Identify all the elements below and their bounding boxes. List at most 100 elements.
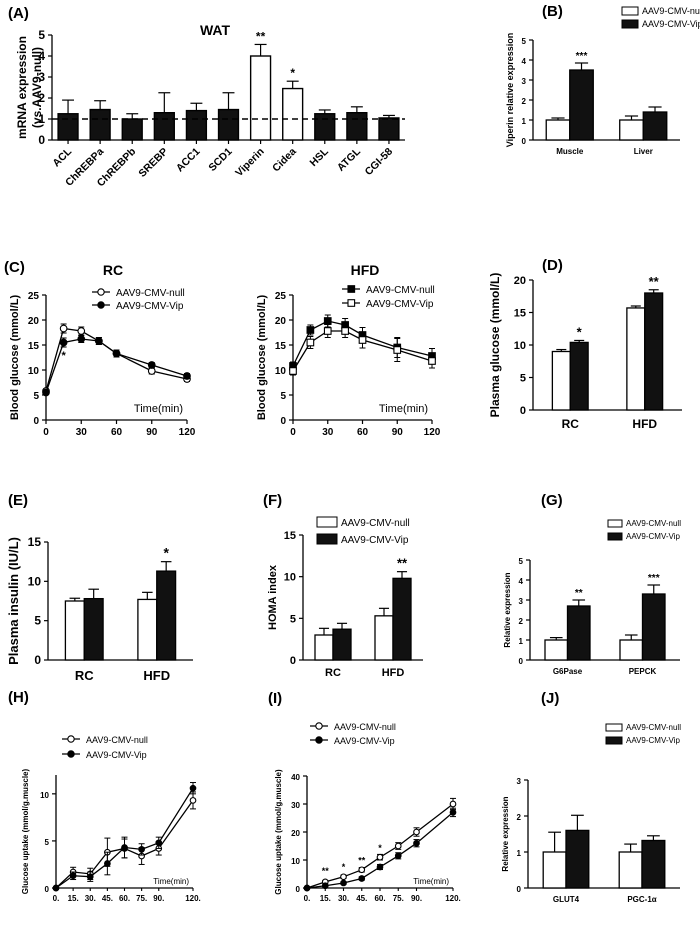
y-tick-label: 40 (291, 773, 300, 782)
y-tick-label: 5 (33, 391, 39, 402)
bar (378, 117, 400, 141)
significance-mark: * (342, 862, 346, 872)
legend-label-null: AAV9-CMV-null (86, 735, 148, 745)
data-point (449, 800, 457, 808)
data-point (112, 349, 121, 358)
data-point (376, 863, 384, 871)
legend-marker-vip (67, 750, 75, 758)
significance-mark: * (378, 843, 382, 853)
y-tick-label: 10 (275, 366, 287, 377)
x-tick-label: 120. (185, 894, 201, 903)
x-tick-label: 45. (356, 894, 367, 903)
x-tick-label: 30 (322, 427, 334, 438)
data-point (189, 784, 197, 792)
legend-swatch-null (607, 519, 623, 528)
data-point (341, 327, 349, 335)
data-point (104, 860, 111, 867)
y-tick-label: 1 (517, 849, 522, 858)
x-tick-label: Cidea (270, 146, 299, 175)
y-tick-label: 0 (520, 405, 526, 417)
y-tick-label: 0 (296, 885, 301, 894)
x-tick-label: 15. (68, 894, 79, 903)
legend-swatch-null (621, 6, 639, 16)
bar (89, 108, 111, 141)
bar (137, 598, 158, 661)
legend-swatch-vip (316, 533, 338, 545)
bar (569, 341, 589, 411)
bar (314, 113, 336, 141)
data-point (155, 839, 163, 847)
data-point (321, 882, 329, 890)
data-point (121, 844, 128, 851)
y-tick-label: 1 (38, 112, 45, 126)
y-tick-label: 10 (291, 857, 300, 866)
x-tick-label: 60. (374, 894, 385, 903)
y-tick-label: 15 (28, 341, 40, 352)
x-tick-label: 60. (119, 894, 130, 903)
legend-swatch-vip (605, 736, 623, 745)
x-tick-label: 45. (102, 894, 113, 903)
bar (282, 87, 304, 141)
chart-title: WAT (200, 22, 231, 38)
x-axis-label: Time(min) (134, 403, 183, 415)
y-tick-label: 10 (28, 574, 42, 588)
panel-label: (G) (541, 492, 563, 509)
significance-mark: * (163, 545, 169, 561)
y-tick-label: 4 (519, 577, 524, 586)
y-tick-label: 0 (290, 655, 296, 667)
significance-mark: *** (648, 573, 660, 584)
x-tick-label: HFD (382, 667, 405, 679)
legend-label-vip: AAV9-CMV-Vip (366, 299, 434, 310)
legend-marker-null (97, 288, 105, 296)
x-tick-label: 0 (43, 427, 49, 438)
legend-label-vip: AAV9-CMV-Vip (334, 736, 395, 746)
x-tick-label: 75. (393, 894, 404, 903)
x-tick-label: CGI-58 (363, 146, 396, 179)
bar (644, 292, 664, 411)
legend-label-vip: AAV9-CMV-Vip (86, 750, 147, 760)
data-point (183, 372, 191, 380)
y-tick-label: 20 (514, 275, 526, 287)
x-tick-label: RC (75, 668, 94, 683)
data-point (59, 338, 68, 347)
data-point (394, 842, 402, 850)
legend-swatch-vip (607, 532, 623, 541)
legend-swatch-vip (621, 19, 639, 29)
bar (619, 119, 644, 141)
bar (619, 639, 644, 661)
y-axis-label: Plasma insulin (IU/L) (6, 537, 21, 665)
legend-label-null: AAV9-CMV-null (341, 518, 410, 529)
bar (642, 111, 668, 141)
data-point (306, 326, 315, 334)
y-tick-label: 3 (38, 70, 45, 84)
significance-mark: ** (649, 274, 660, 289)
y-axis-label-line: (vs.AAV9-null) (30, 47, 44, 128)
x-tick-label: 90. (411, 894, 422, 903)
bar (566, 605, 591, 661)
significance-mark: ** (322, 866, 330, 876)
significance-mark: ** (397, 556, 408, 571)
legend-label-null: AAV9-CMV-null (334, 722, 396, 732)
y-tick-label: 2 (38, 91, 45, 105)
y-axis-label: Blood glucose (mmol/L) (256, 295, 268, 421)
y-tick-label: 4 (38, 49, 45, 63)
y-tick-label: 0 (38, 133, 45, 147)
data-point (340, 873, 347, 881)
bar (64, 600, 85, 661)
legend-label-null: AAV9-CMV-null (626, 519, 681, 528)
data-point (42, 388, 50, 397)
y-tick-label: 20 (28, 316, 40, 327)
y-axis-label: mRNA expression(vs.AAV9-null) (15, 36, 44, 139)
data-point (323, 327, 332, 335)
x-tick-label: 0. (53, 894, 60, 903)
y-tick-label: 5 (520, 373, 526, 385)
panel-label: (J) (541, 690, 559, 707)
x-tick-label: HSL (308, 145, 332, 169)
data-point (358, 875, 366, 882)
x-tick-label: 15. (320, 894, 331, 903)
y-tick-label: 3 (517, 777, 522, 786)
significance-mark: * (290, 66, 295, 80)
data-point (52, 884, 60, 892)
bar (314, 634, 334, 661)
